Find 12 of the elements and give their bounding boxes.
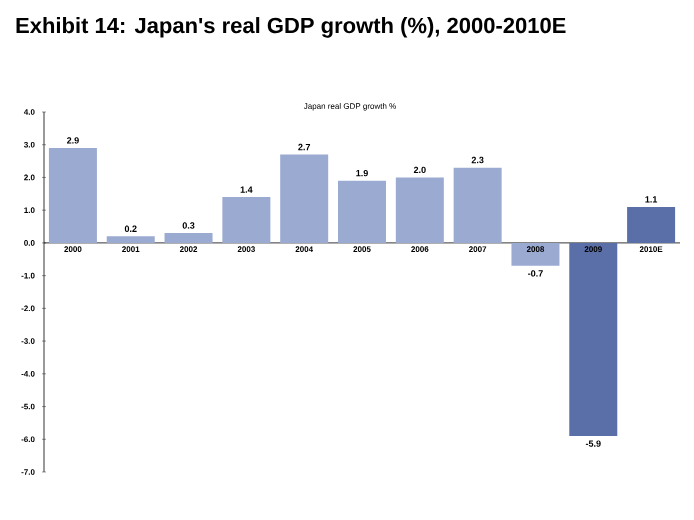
bar	[222, 197, 271, 243]
bar	[511, 242, 560, 266]
bar	[106, 236, 155, 243]
chart-title: Exhibit 14: Japan's real GDP growth (%), 2000-2010E	[16, 17, 566, 38]
bar	[338, 180, 387, 243]
bar	[453, 167, 502, 243]
bar	[395, 177, 444, 243]
bar	[164, 233, 213, 243]
bar	[48, 148, 97, 243]
bar	[627, 206, 676, 243]
bar	[280, 154, 329, 243]
bar	[569, 242, 618, 436]
